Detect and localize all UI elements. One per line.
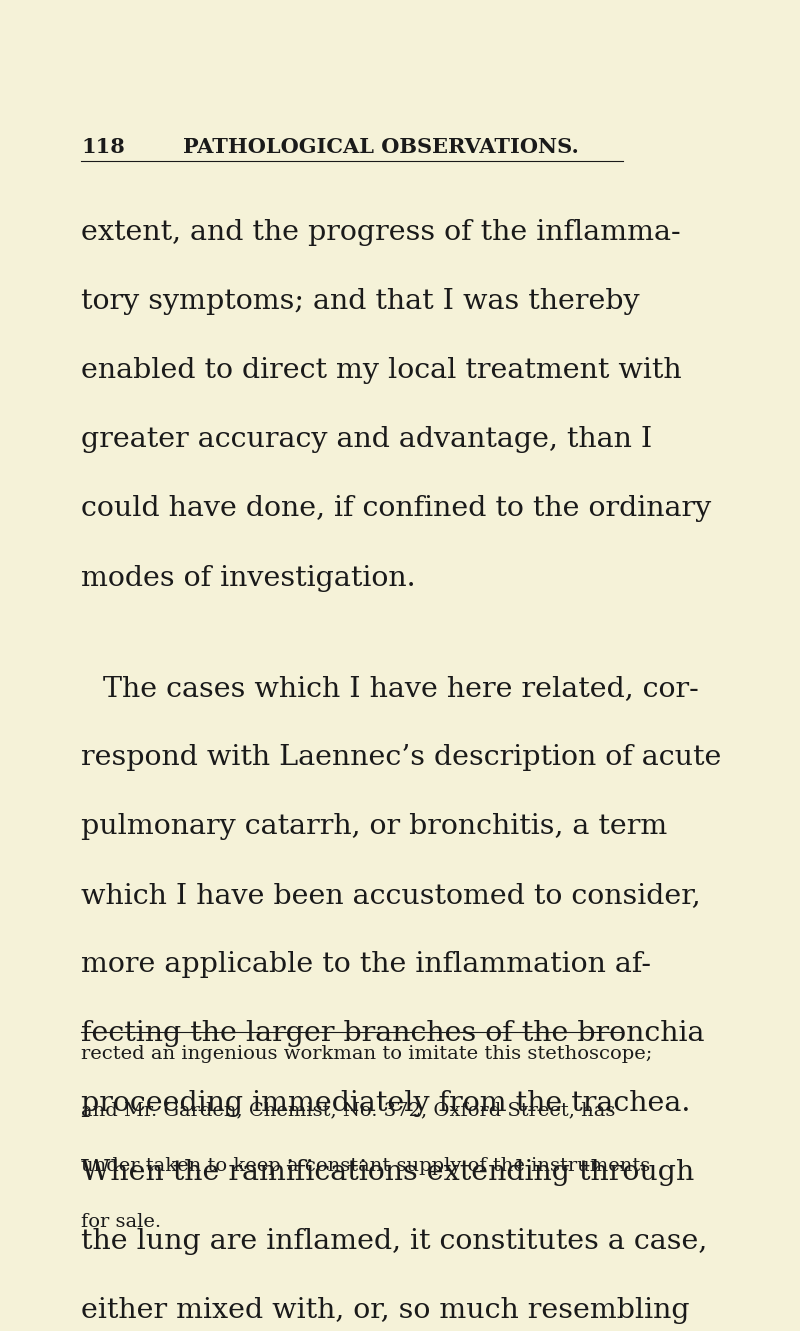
Text: which I have been accustomed to consider,: which I have been accustomed to consider… (82, 882, 701, 909)
Text: PATHOLOGICAL OBSERVATIONS.: PATHOLOGICAL OBSERVATIONS. (182, 137, 578, 157)
Text: under taken to keep a constant supply of the instruments: under taken to keep a constant supply of… (82, 1157, 650, 1175)
Text: more applicable to the inflammation af-: more applicable to the inflammation af- (82, 952, 651, 978)
Text: could have done, if confined to the ordinary: could have done, if confined to the ordi… (82, 495, 712, 523)
Text: either mixed with, or, so much resembling: either mixed with, or, so much resemblin… (82, 1296, 690, 1324)
Text: extent, and the progress of the inflamma-: extent, and the progress of the inflamma… (82, 220, 681, 246)
Text: for sale.: for sale. (82, 1213, 162, 1231)
Text: 118: 118 (82, 137, 126, 157)
Text: pulmonary catarrh, or bronchitis, a term: pulmonary catarrh, or bronchitis, a term (82, 813, 668, 840)
Text: fecting the larger branches of the bronchia: fecting the larger branches of the bronc… (82, 1021, 705, 1047)
Text: modes of investigation.: modes of investigation. (82, 564, 416, 591)
Text: rected an ingenious workman to imitate this stethoscope;: rected an ingenious workman to imitate t… (82, 1045, 653, 1063)
Text: The cases which I have here related, cor-: The cases which I have here related, cor… (102, 675, 698, 701)
Text: When the ramifications extending through: When the ramifications extending through (82, 1158, 694, 1186)
Text: tory symptoms; and that I was thereby: tory symptoms; and that I was thereby (82, 289, 640, 315)
Text: the lung are inflamed, it constitutes a case,: the lung are inflamed, it constitutes a … (82, 1227, 708, 1255)
Text: proceeding immediately from the trachea.: proceeding immediately from the trachea. (82, 1090, 691, 1117)
Text: respond with Laennec’s description of acute: respond with Laennec’s description of ac… (82, 744, 722, 771)
Text: greater accuracy and advantage, than I: greater accuracy and advantage, than I (82, 426, 653, 454)
Text: enabled to direct my local treatment with: enabled to direct my local treatment wit… (82, 357, 682, 385)
Text: and Mr. Garden, Chemist, No. 372, Oxford Street, has: and Mr. Garden, Chemist, No. 372, Oxford… (82, 1101, 616, 1119)
